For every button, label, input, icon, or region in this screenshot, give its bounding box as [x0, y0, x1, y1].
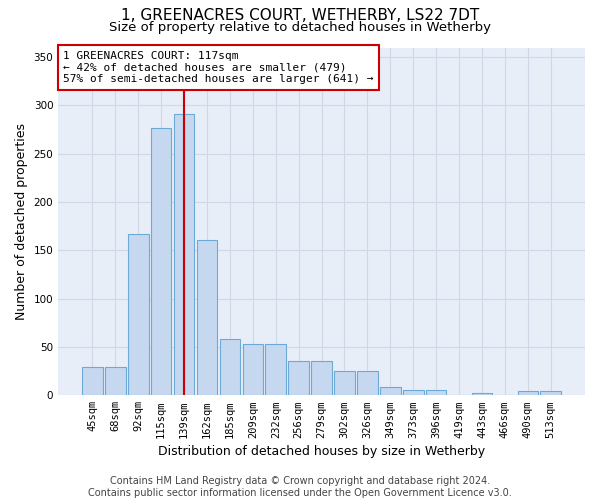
Bar: [82, 367, 103, 395]
Bar: [518, 392, 538, 395]
Bar: [380, 386, 401, 395]
Bar: [265, 344, 286, 395]
Bar: [426, 390, 446, 395]
Bar: [197, 240, 217, 395]
Bar: [220, 339, 240, 395]
Text: 1, GREENACRES COURT, WETHERBY, LS22 7DT: 1, GREENACRES COURT, WETHERBY, LS22 7DT: [121, 8, 479, 22]
Bar: [403, 390, 424, 395]
Text: 1 GREENACRES COURT: 117sqm
← 42% of detached houses are smaller (479)
57% of sem: 1 GREENACRES COURT: 117sqm ← 42% of deta…: [64, 51, 374, 84]
Bar: [541, 392, 561, 395]
Text: Size of property relative to detached houses in Wetherby: Size of property relative to detached ho…: [109, 21, 491, 34]
Y-axis label: Number of detached properties: Number of detached properties: [15, 123, 28, 320]
Bar: [128, 234, 149, 395]
Bar: [472, 394, 493, 395]
Bar: [357, 371, 378, 395]
Bar: [242, 344, 263, 395]
Bar: [334, 371, 355, 395]
Bar: [311, 362, 332, 395]
Bar: [174, 114, 194, 395]
Bar: [289, 362, 309, 395]
X-axis label: Distribution of detached houses by size in Wetherby: Distribution of detached houses by size …: [158, 444, 485, 458]
Bar: [105, 367, 125, 395]
Bar: [151, 128, 172, 395]
Text: Contains HM Land Registry data © Crown copyright and database right 2024.
Contai: Contains HM Land Registry data © Crown c…: [88, 476, 512, 498]
